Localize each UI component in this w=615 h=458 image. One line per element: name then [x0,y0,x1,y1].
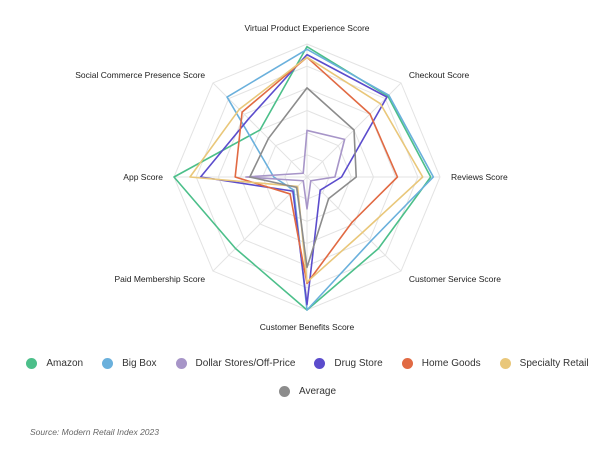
series-drug-store [199,53,388,306]
legend-dot-icon [26,357,38,369]
grid-spoke [306,176,402,272]
legend-dot-icon [102,357,114,369]
legend-label: Average [298,385,337,397]
series-big-box [226,48,435,311]
legend-item-home-goods[interactable]: Home Goods [401,357,481,369]
legend-dot-icon [499,357,511,369]
axis-label: Customer Service Score [409,274,501,284]
legend-item-average[interactable]: Average [278,385,337,397]
legend-dot-icon [278,385,290,397]
legend-label: Drug Store [334,357,383,369]
axis-label: Customer Benefits Score [260,322,355,332]
legend-dot-icon [175,357,187,369]
legend-label: Amazon [46,357,84,369]
grid-spoke [212,176,308,272]
legend-label: Big Box [122,357,157,369]
legend-row-1: Amazon Big Box Dollar Stores/Off-Price D… [0,352,615,374]
legend-dot-icon [401,357,413,369]
axis-label: Paid Membership Score [114,274,205,284]
axis-label: Social Commerce Presence Score [75,70,205,80]
axis-label: Reviews Score [451,172,508,182]
axis-label: App Score [123,172,163,182]
legend-item-dollar-stores[interactable]: Dollar Stores/Off-Price [175,357,296,369]
legend-dot-icon [314,357,326,369]
series-dollar-stores-off-price [245,129,346,210]
radar-grid [173,43,441,311]
series-specialty-retail [189,56,424,283]
source-note: Source: Modern Retail Index 2023 [30,427,159,437]
legend-item-specialty-retail[interactable]: Specialty Retail [499,357,589,369]
legend-label: Specialty Retail [519,357,589,369]
series-home-goods [234,56,399,285]
legend-row-2: Average [0,380,615,402]
axis-label: Checkout Score [409,70,470,80]
series-average [249,87,358,269]
series-layer [173,45,435,311]
axis-label: Virtual Product Experience Score [244,23,369,33]
legend-item-amazon[interactable]: Amazon [26,357,84,369]
legend-label: Dollar Stores/Off-Price [195,357,296,369]
legend-item-drug-store[interactable]: Drug Store [314,357,383,369]
legend-item-big-box[interactable]: Big Box [102,357,157,369]
legend-label: Home Goods [421,357,481,369]
legend: Amazon Big Box Dollar Stores/Off-Price D… [0,352,615,402]
axis-labels: Virtual Product Experience Score Checkout… [75,23,508,332]
